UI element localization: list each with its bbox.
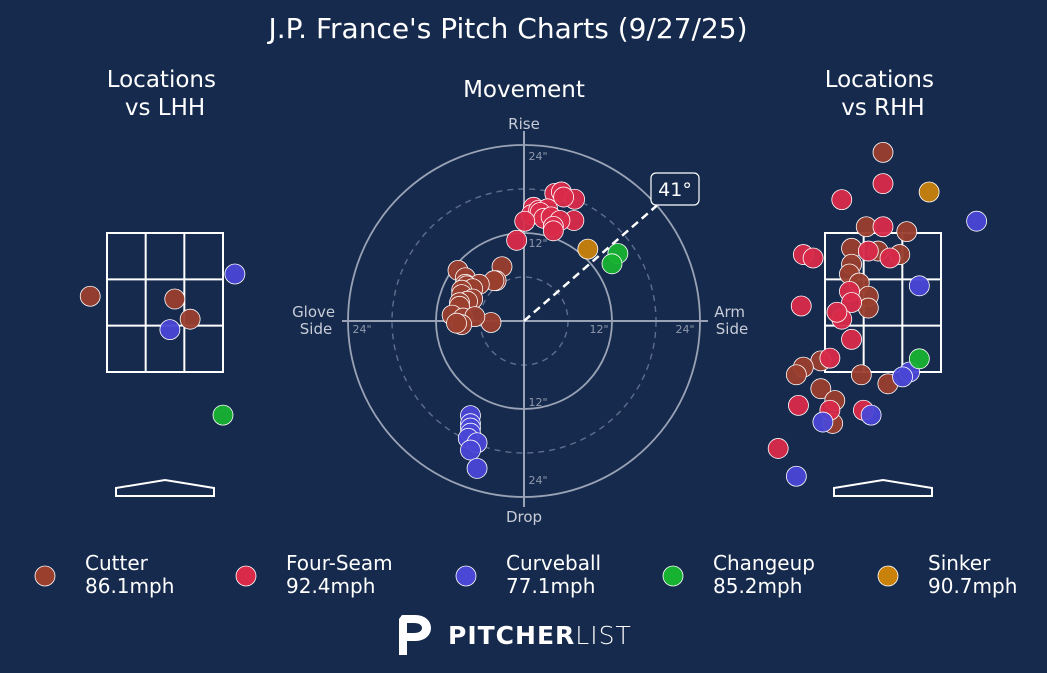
ring-label: 24" [528, 474, 547, 487]
legend-pitch-speed: 77.1mph [506, 574, 595, 598]
pitch-point-curveball [908, 275, 930, 297]
locations-rhh-panel: Locations vs RHH [767, 67, 988, 497]
movement-point-cutter [446, 312, 467, 334]
pitch-point-four-seam [841, 328, 862, 350]
ring-label: 12" [528, 396, 547, 409]
pitcherlist-logo-icon [399, 615, 431, 655]
movement-point-four-seam [553, 186, 574, 208]
lhh-points [79, 263, 246, 426]
pitch-point-four-seam [802, 247, 824, 269]
axis-label-glove-side: Glove Side [292, 303, 340, 338]
pitch-point-four-seam [879, 247, 901, 269]
rhh-title: Locations vs RHH [825, 67, 942, 121]
pitch-point-curveball [159, 319, 181, 341]
pitch-point-curveball [812, 411, 834, 433]
arm-angle-badge: 41° [650, 172, 700, 206]
rhh-points [767, 141, 988, 487]
legend-pitch-name: Curveball [506, 551, 601, 575]
axis-label-arm-side: Arm Side [714, 303, 750, 338]
legend-pitch-speed: 85.2mph [713, 574, 802, 598]
movement-point-four-seam [514, 210, 536, 232]
movement-point-curveball [460, 439, 481, 461]
pitcherlist-logo-text: PITCHERLIST [448, 620, 632, 650]
ring-label: 24" [528, 150, 547, 163]
lhh-title: Locations vs LHH [107, 67, 224, 121]
legend-pitch-name: Sinker [928, 551, 991, 575]
figure-title: J.P. France's Pitch Charts (9/27/25) [266, 12, 747, 45]
movement-point-four-seam [506, 229, 528, 251]
pitch-point-cutter [850, 364, 872, 386]
arm-angle-label: 41° [658, 179, 692, 201]
pitch-point-cutter [79, 285, 101, 307]
movement-ring-labels: 24" 12" 12" 24" 24" 12" 24" [352, 150, 694, 487]
pitch-point-cutter [810, 378, 832, 400]
pitch-point-cutter [785, 364, 807, 386]
pitch-point-four-seam [857, 240, 879, 262]
movement-point-curveball [466, 457, 488, 479]
pitch-point-four-seam [790, 295, 812, 317]
legend-pitch-name: Four-Seam [286, 551, 393, 575]
movement-title: Movement [463, 77, 585, 103]
pitch-point-four-seam [872, 173, 894, 195]
strike-zone-box [106, 232, 224, 373]
pitch-point-curveball [785, 465, 807, 487]
legend-pitch-name: Cutter [85, 551, 149, 575]
ring-label: 12" [589, 323, 608, 336]
pitch-point-four-seam [826, 301, 848, 323]
pitch-point-four-seam [819, 347, 841, 369]
legend-pitch-speed: 90.7mph [928, 574, 1017, 598]
legend-marker [877, 565, 899, 587]
movement-points [441, 181, 629, 479]
movement-grid [342, 131, 708, 507]
legend-marker [662, 565, 684, 587]
axis-label-rise: Rise [508, 115, 540, 133]
pitch-point-curveball [966, 210, 988, 232]
pitch-point-four-seam [872, 216, 894, 238]
rhh-home-plate [833, 478, 933, 497]
lhh-home-plate [115, 478, 215, 497]
pitch-point-four-seam [767, 438, 789, 459]
pitch-point-cutter [179, 308, 201, 330]
pitcherlist-logo: PITCHERLIST [396, 612, 632, 658]
pitch-point-four-seam [841, 292, 862, 313]
ring-label: 24" [675, 323, 694, 336]
locations-lhh-panel: Locations vs LHH [79, 67, 246, 497]
movement-panel: Movement Rise Drop Glove Side Arm Side 2… [292, 77, 750, 526]
pitch-point-changeup [212, 404, 234, 426]
pitch-point-cutter [164, 288, 186, 310]
pitch-point-four-seam [788, 394, 809, 416]
pitch-point-four-seam [831, 189, 853, 211]
movement-point-four-seam [542, 220, 564, 242]
legend-pitch-speed: 92.4mph [286, 574, 375, 598]
legend-marker [34, 565, 56, 587]
ring-label: 24" [352, 323, 371, 336]
pitch-point-changeup [908, 348, 930, 370]
pitch-point-curveball [860, 404, 882, 426]
legend-pitch-name: Changeup [713, 551, 815, 575]
movement-point-changeup [601, 253, 623, 275]
pitch-point-curveball [892, 366, 913, 388]
pitch-point-curveball [224, 263, 246, 285]
legend-pitch-speed: 86.1mph [85, 574, 174, 598]
axis-label-drop: Drop [506, 508, 542, 526]
arm-angle-line [523, 204, 658, 322]
movement-point-sinker [577, 238, 599, 260]
pitch-point-sinker [918, 181, 940, 203]
legend-marker [235, 565, 257, 587]
legend-marker [455, 565, 477, 587]
lhh-strike-zone [106, 232, 224, 373]
pitch-point-cutter [872, 141, 894, 163]
ring-label: 12" [528, 237, 547, 250]
pitch-point-cutter [896, 221, 918, 243]
